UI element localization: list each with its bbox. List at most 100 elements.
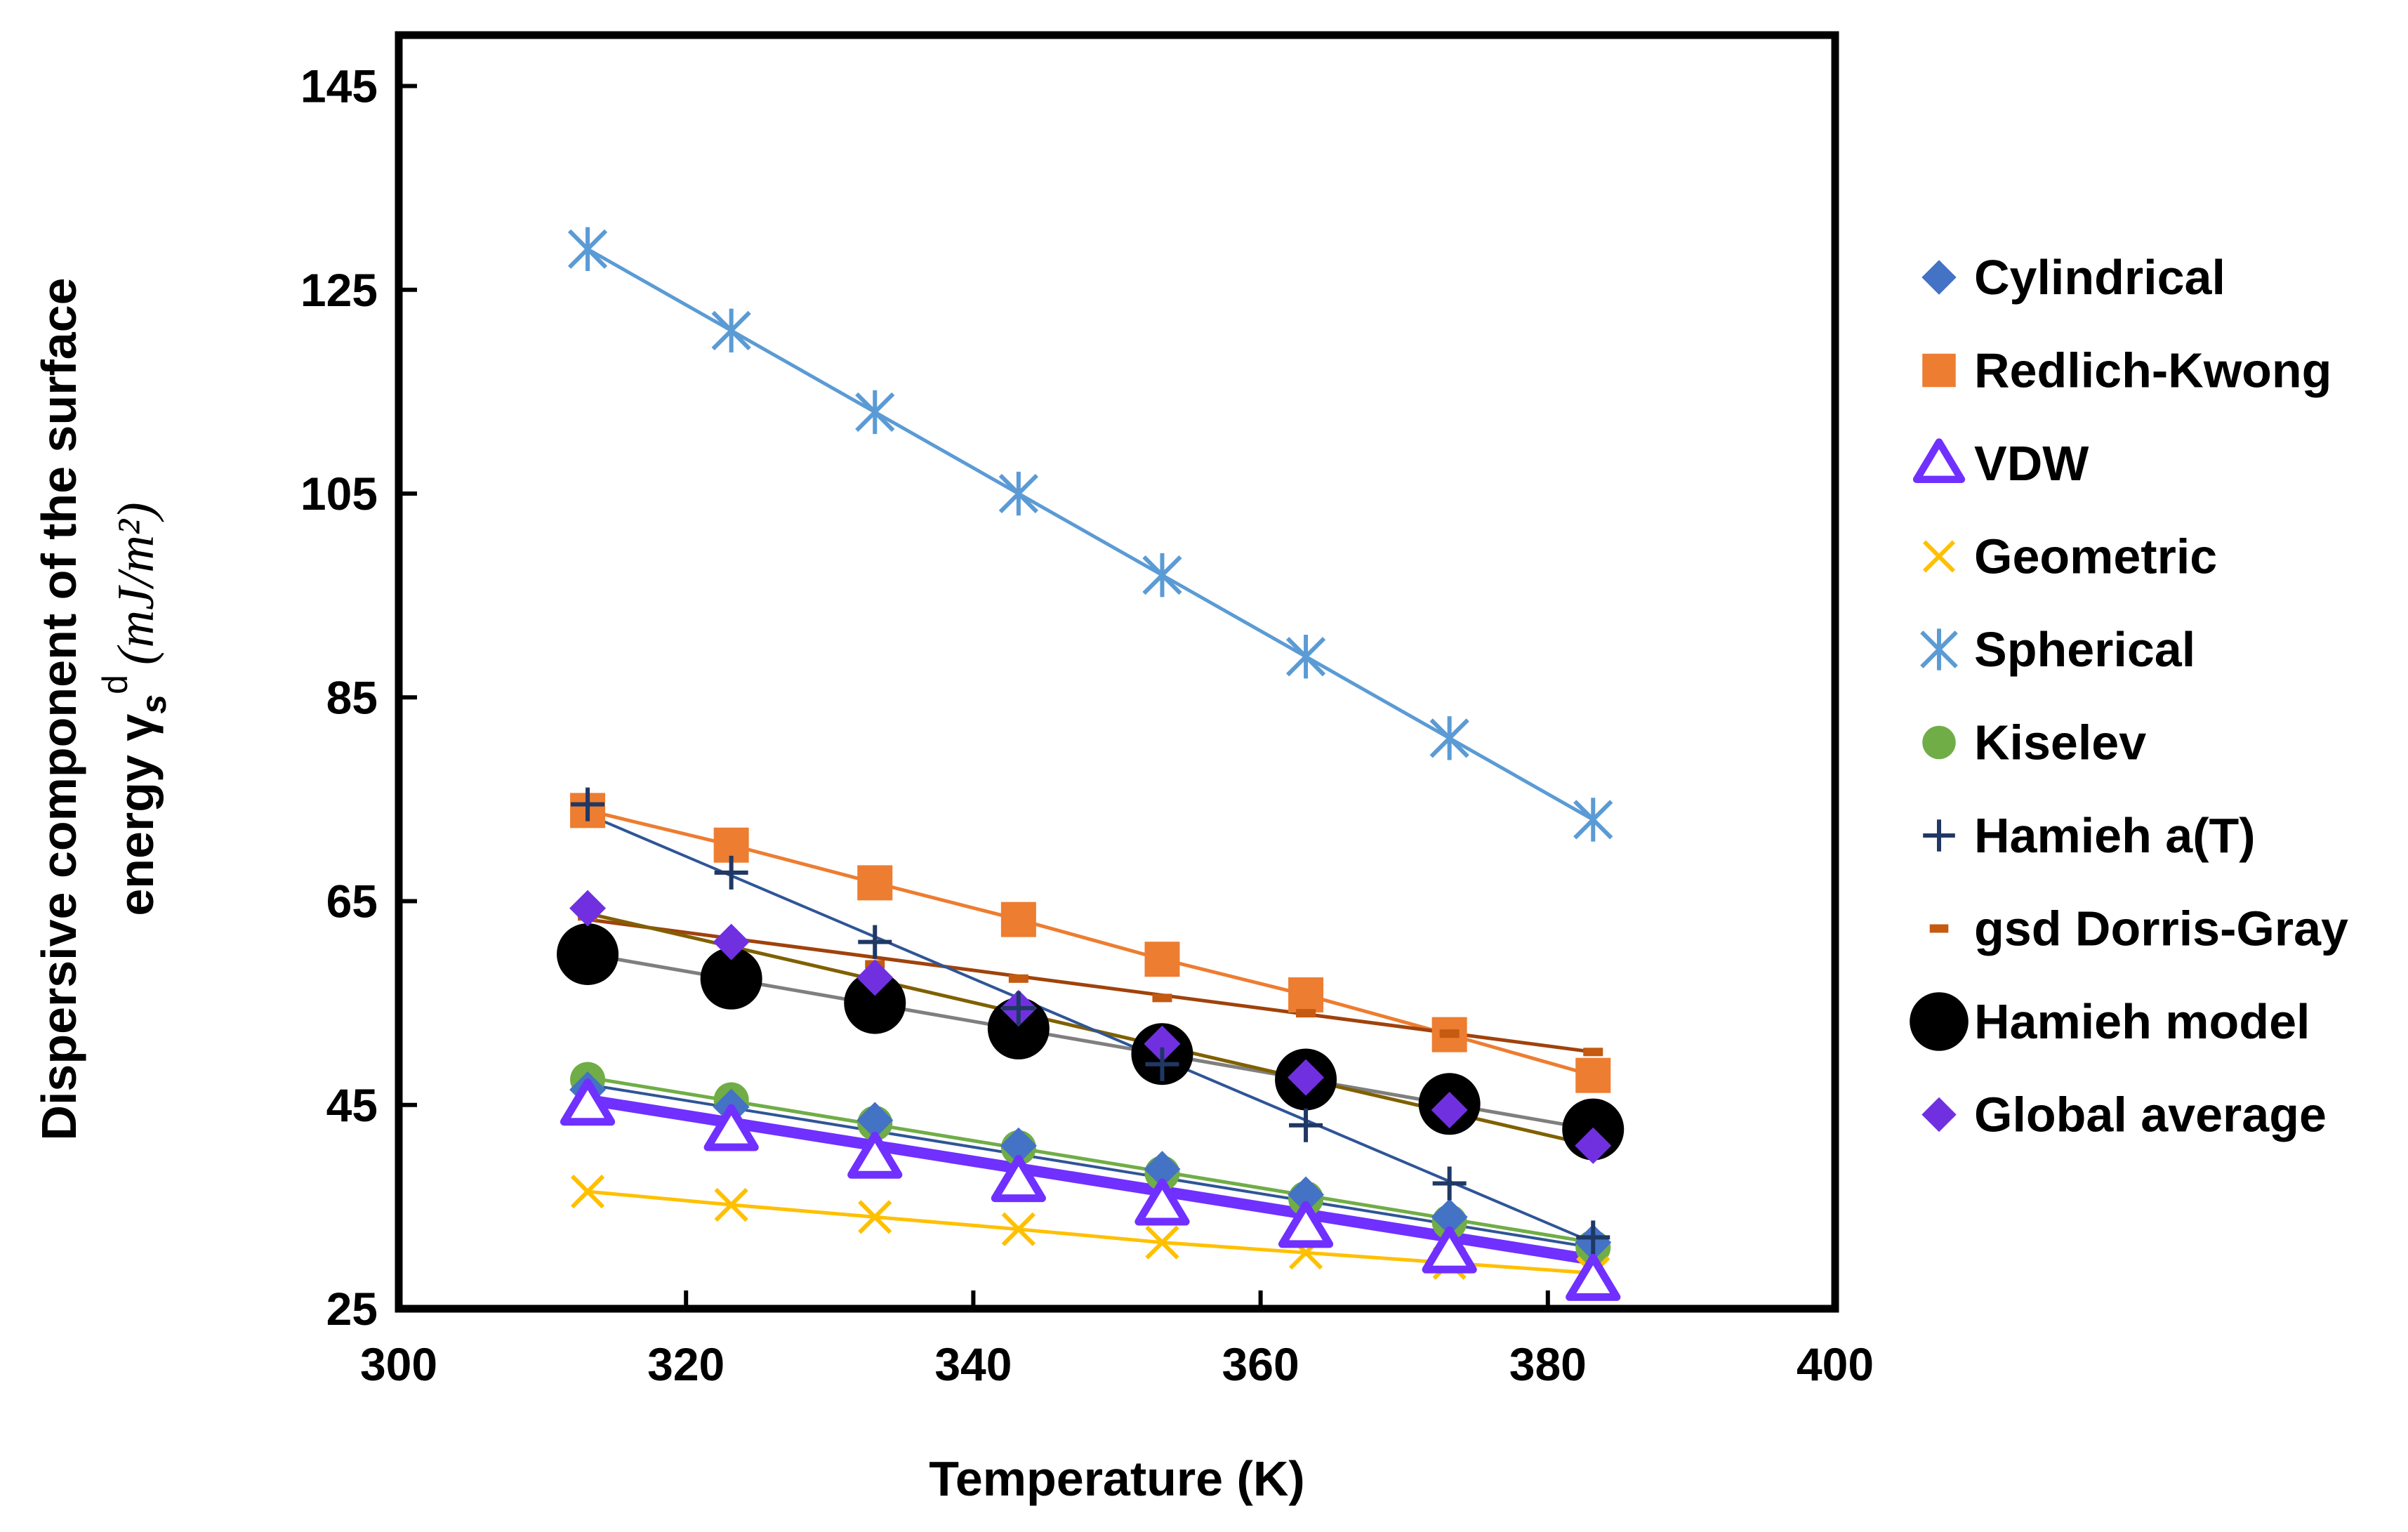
point-global-average-shape — [1144, 1025, 1181, 1062]
legend-marker-vdw-shape — [1912, 438, 1966, 484]
y-tick-labels: 25 45 65 85 105 125 145 — [300, 60, 378, 1335]
point-hamieh-a-t- — [714, 855, 748, 890]
data-markers — [557, 227, 1625, 1301]
point-vdw — [1422, 1226, 1477, 1274]
point-redlich-kwong — [1000, 902, 1036, 937]
point-hamieh-a-t- — [571, 787, 605, 821]
point-vdw-shape — [847, 1131, 903, 1179]
point-vdw-shape — [1566, 1253, 1621, 1301]
point-spherical — [1429, 716, 1469, 760]
trend-line-geometric — [586, 1189, 1595, 1275]
point-vdw — [1134, 1178, 1190, 1226]
legend-item-cylindrical: Cylindrical — [1921, 250, 2225, 305]
point-geometric-stroke — [1001, 1212, 1036, 1246]
y-axis-title-line1: Dispersive component of the surface — [32, 277, 86, 1140]
point-global-average — [713, 923, 750, 960]
legend-label-cylindrical: Cylindrical — [1974, 250, 2225, 305]
point-hamieh-model — [987, 997, 1050, 1059]
y-tick-label: 105 — [300, 468, 378, 520]
point-vdw-shape — [991, 1155, 1046, 1203]
x-tick-label: 300 — [360, 1338, 437, 1390]
point-redlich-kwong-shape — [1288, 977, 1324, 1013]
legend-label-hamieh-model: Hamieh model — [1974, 994, 2310, 1049]
point-redlich-kwong — [857, 865, 893, 901]
point-hamieh-a-t- — [858, 925, 892, 959]
legend-marker-hamieh-model-shape — [1910, 992, 1969, 1051]
point-redlich-kwong — [1288, 977, 1324, 1013]
point-vdw — [1566, 1253, 1621, 1301]
trend-line-hamieh-a-t- — [586, 813, 1595, 1244]
y-axis-title-sup: d — [95, 675, 135, 694]
legend-label-vdw: VDW — [1974, 436, 2089, 491]
point-geometric-stroke — [858, 1200, 892, 1234]
legend-item-kiselev: Kiselev — [1922, 715, 2146, 770]
point-global-average — [1575, 1127, 1612, 1164]
legend-label-spherical: Spherical — [1974, 622, 2195, 677]
point-vdw-shape — [560, 1078, 616, 1126]
point-geometric — [1001, 1212, 1036, 1246]
point-geometric-stroke — [714, 1187, 748, 1222]
point-hamieh-a-t- — [1145, 1047, 1179, 1081]
point-spherical — [711, 308, 751, 353]
point-redlich-kwong-shape — [1144, 942, 1180, 977]
legend-marker-geometric — [1922, 540, 1956, 573]
legend-marker-redlich-kwong — [1922, 353, 1956, 388]
trend-line-gsd-dorris-gray — [586, 918, 1595, 1054]
point-global-average-shape — [1575, 1127, 1612, 1164]
x-tick-label: 400 — [1797, 1338, 1874, 1390]
point-redlich-kwong-shape — [1000, 902, 1036, 937]
point-vdw — [1278, 1201, 1334, 1248]
point-spherical — [1142, 553, 1182, 597]
point-vdw — [560, 1078, 616, 1126]
legend-label-kiselev: Kiselev — [1974, 715, 2146, 770]
point-geometric — [714, 1187, 748, 1222]
legend-marker-global-average — [1921, 1097, 1957, 1133]
point-spherical — [998, 471, 1038, 516]
point-gsd-dorris-gray — [1296, 1009, 1316, 1018]
legend-item-geometric: Geometric — [1922, 529, 2217, 584]
legend-item-vdw: VDW — [1912, 436, 2089, 491]
x-tick-labels: 300 320 340 360 380 400 — [360, 1338, 1874, 1390]
legend-marker-cylindrical-shape — [1921, 260, 1957, 295]
trend-line-spherical — [586, 247, 1595, 821]
point-vdw — [847, 1131, 903, 1179]
point-global-average — [856, 959, 894, 996]
y-tick-label: 25 — [326, 1283, 378, 1335]
point-redlich-kwong-shape — [857, 865, 893, 901]
y-axis-title-energy: energy γ — [109, 714, 164, 916]
legend-marker-redlich-kwong-shape — [1922, 353, 1956, 388]
legend-item-redlich-kwong: Redlich-Kwong — [1922, 343, 2331, 398]
y-tick-label: 145 — [300, 60, 378, 112]
point-spherical — [567, 227, 608, 271]
point-gsd-dorris-gray — [1439, 1029, 1460, 1038]
legend: Cylindrical Redlich-Kwong VDW Geometric Sphe… — [1910, 250, 2348, 1142]
point-global-average-shape — [1431, 1092, 1468, 1129]
point-global-average — [1431, 1092, 1468, 1129]
trend-line-vdw — [582, 1094, 1599, 1266]
legend-marker-kiselev — [1922, 725, 1956, 760]
legend-label-hamieh-a-t-: Hamieh a(T) — [1974, 808, 2256, 863]
point-redlich-kwong — [1575, 1057, 1611, 1093]
point-gsd-dorris-gray — [1008, 974, 1028, 983]
point-gsd-dorris-gray-shape — [1439, 1029, 1460, 1038]
legend-label-redlich-kwong: Redlich-Kwong — [1974, 343, 2331, 398]
point-cylindrical — [1000, 1127, 1037, 1164]
point-geometric-stroke — [570, 1174, 605, 1209]
point-hamieh-a-t- — [1001, 991, 1036, 1025]
x-tick-label: 360 — [1222, 1338, 1299, 1390]
point-global-average-shape — [569, 890, 607, 927]
legend-marker-geometric-stroke — [1922, 540, 1956, 573]
legend-marker-gsd-dorris-gray-shape — [1929, 924, 1949, 933]
y-axis-title-sub: s — [134, 694, 173, 714]
point-global-average-shape — [856, 959, 894, 996]
legend-marker-hamieh-a-t- — [1923, 819, 1955, 852]
point-gsd-dorris-gray-shape — [1583, 1048, 1603, 1057]
y-tick-label: 125 — [300, 264, 378, 316]
legend-item-spherical: Spherical — [1920, 622, 2195, 677]
point-vdw-shape — [703, 1104, 759, 1151]
point-gsd-dorris-gray — [1152, 993, 1172, 1003]
point-gsd-dorris-gray-shape — [1152, 993, 1172, 1003]
legend-item-gsd-dorris-gray: gsd Dorris-Gray — [1929, 902, 2348, 956]
point-gsd-dorris-gray — [1583, 1048, 1603, 1057]
